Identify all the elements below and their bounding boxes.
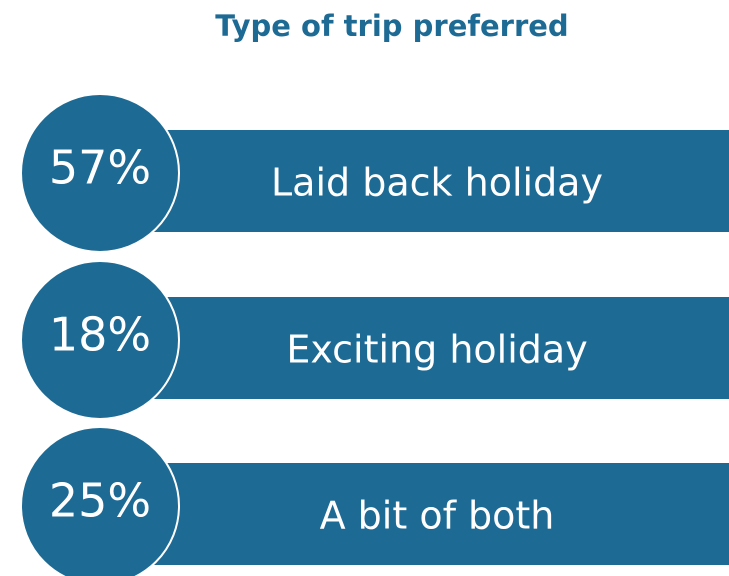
category-label: Exciting holiday xyxy=(286,328,587,372)
value-label: 25% xyxy=(49,474,151,528)
label-bar xyxy=(100,297,729,399)
value-circle xyxy=(20,260,180,420)
value-circle xyxy=(20,93,180,253)
label-bar xyxy=(100,463,729,565)
chart-title: Type of trip preferred xyxy=(215,9,568,43)
value-label: 18% xyxy=(49,308,151,362)
value-circle xyxy=(20,426,180,576)
category-label: A bit of both xyxy=(320,494,555,538)
label-bar xyxy=(100,130,729,232)
category-label: Laid back holiday xyxy=(271,161,603,205)
value-label: 57% xyxy=(49,141,151,195)
